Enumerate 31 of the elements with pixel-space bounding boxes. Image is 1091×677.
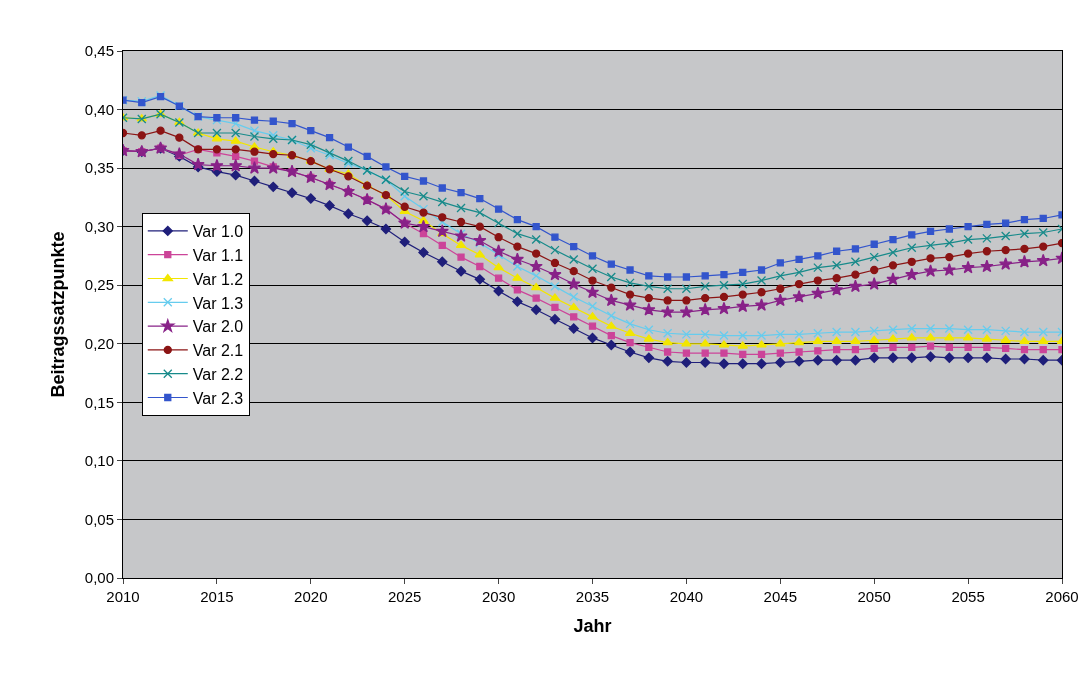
x-tick-label: 2055 (951, 588, 985, 605)
x-tick-label: 2030 (481, 588, 516, 605)
y-tick-label: 0,45 (84, 42, 114, 60)
x-tick-label: 2010 (106, 588, 140, 605)
y-tick-label: 0,30 (84, 217, 114, 235)
y-tick-label: 0,20 (84, 335, 114, 353)
x-tick-label: 2040 (669, 588, 704, 605)
y-tick-label: 0,35 (84, 159, 114, 177)
legend-label: Var 2.0 (192, 318, 244, 336)
y-tick-label: 0,10 (84, 452, 114, 470)
y-axis-title: Beitragssatzpunkte (48, 231, 68, 398)
y-tick-label: 0,00 (84, 569, 114, 587)
legend-label: Var 1.2 (192, 270, 244, 288)
legend-label: Var 2.3 (192, 389, 244, 407)
x-tick-label: 2025 (388, 588, 422, 605)
y-tick-label: 0,40 (84, 100, 114, 118)
x-tick-label: 2015 (200, 588, 234, 605)
y-tick-label: 0,25 (84, 276, 114, 294)
legend-label: Var 1.0 (192, 223, 244, 241)
y-tick-label: 0,05 (84, 510, 114, 528)
legend-label: Var 2.1 (192, 342, 244, 360)
y-tick-label: 0,15 (84, 393, 114, 411)
x-tick-label: 2035 (575, 588, 610, 605)
x-tick-label: 2045 (763, 588, 797, 605)
x-axis-title: Jahr (573, 616, 612, 637)
x-tick-label: 2020 (294, 588, 328, 605)
legend-label: Var 1.1 (192, 246, 244, 264)
x-tick-label: 2050 (857, 588, 891, 605)
legend-label: Var 1.3 (192, 294, 244, 312)
x-tick-label: 2060 (1045, 588, 1079, 605)
legend-label: Var 2.2 (192, 365, 244, 383)
